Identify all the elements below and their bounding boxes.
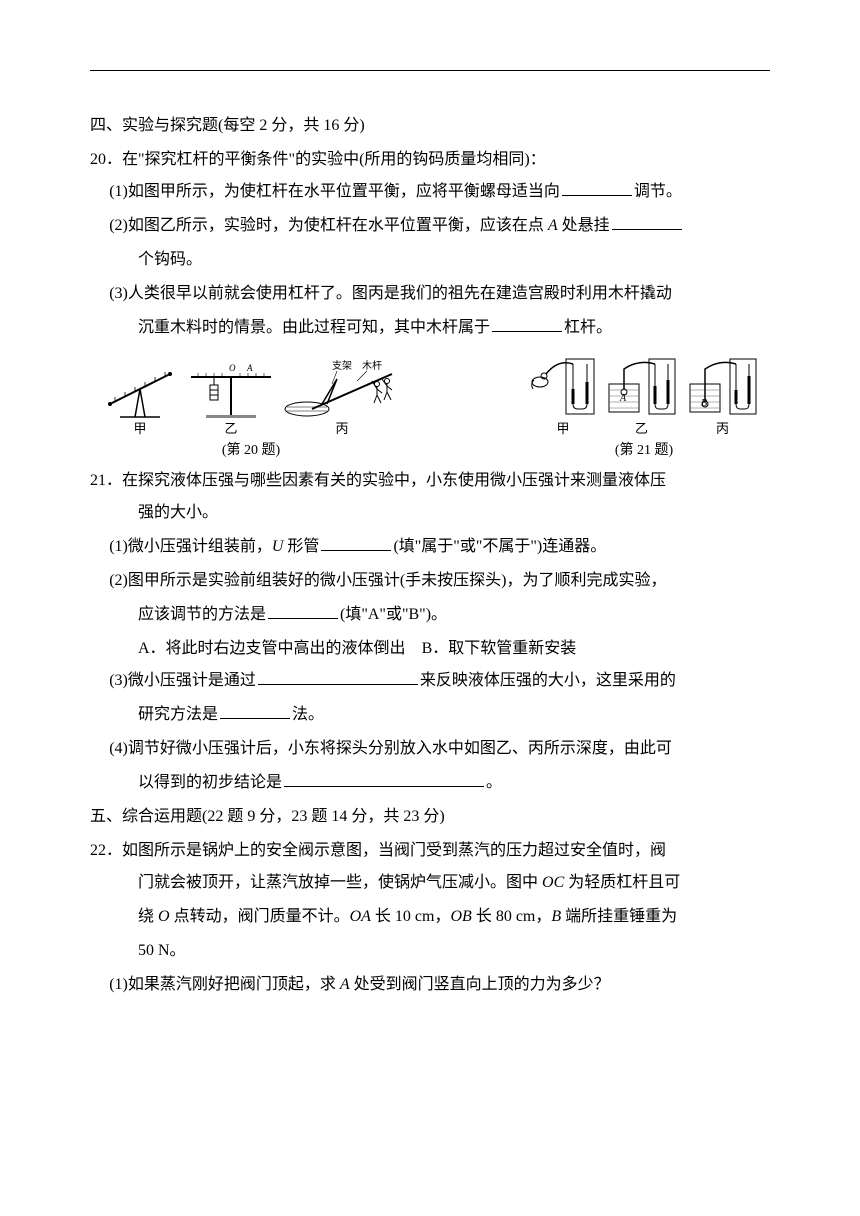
q21-p1a: (1)微小压强计组装前， bbox=[109, 538, 272, 555]
q22-line4: 50 N。 bbox=[90, 935, 770, 967]
q20-fig-bing: 支架 木杆 bbox=[282, 359, 402, 437]
blank-fill bbox=[258, 668, 418, 686]
fig-label-jia: 甲 bbox=[133, 421, 146, 437]
q20-p2-text-a: (2)如图乙所示，实验时，为使杠杆在水平位置平衡，应该在点 bbox=[109, 217, 548, 234]
fig-label-bing2: 丙 bbox=[716, 421, 729, 437]
letters-oa: OA bbox=[350, 908, 371, 925]
q21-p1b: 形管 bbox=[283, 538, 319, 555]
section-5-heading: 五、综合运用题(22 题 9 分，23 题 14 分，共 23 分) bbox=[90, 801, 770, 833]
q20-part1: (1)如图甲所示，为使杠杆在水平位置平衡，应将平衡螺母适当向 调节。 bbox=[90, 176, 770, 208]
q22-p1b: 处受到阀门竖直向上顶的力为多少？ bbox=[350, 976, 610, 993]
q21-part2: (2)图甲所示是实验前组装好的微小压强计(手未按压探头)，为了顺利完成实验， bbox=[90, 565, 770, 597]
q21-options: A．将此时右边支管中高出的液体倒出 B．取下软管重新安装 bbox=[90, 633, 770, 665]
q22-p1a: (1)如果蒸汽刚好把阀门顶起，求 bbox=[109, 976, 340, 993]
blank-fill bbox=[492, 314, 562, 332]
blank-fill bbox=[612, 212, 682, 230]
q21-p2b: 应该调节的方法是 bbox=[138, 606, 266, 623]
q21-figure-set: 甲 A 乙 bbox=[528, 354, 760, 437]
fig-label-yi: 乙 bbox=[224, 421, 237, 437]
label-mugan: 木杆 bbox=[362, 360, 382, 372]
letter-b: B bbox=[551, 908, 561, 925]
question-20: 20．在"探究杠杆的平衡条件"的实验中(所用的钩码质量均相同)： (1)如图甲所… bbox=[90, 144, 770, 344]
q21-figure-group: 甲 A 乙 bbox=[528, 354, 760, 459]
q20-fig-yi: O A 乙 bbox=[186, 359, 276, 437]
label-zhijia: 支架 bbox=[332, 360, 352, 372]
q21-part4: (4)调节好微小压强计后，小东将探头分别放入水中如图乙、丙所示深度，由此可 bbox=[90, 733, 770, 765]
q22-line3: 绕 O 点转动，阀门质量不计。OA 长 10 cm，OB 长 80 cm，B 端… bbox=[90, 901, 770, 933]
question-21: 21．在探究液体压强与哪些因素有关的实验中，小东使用微小压强计来测量液体压 强的… bbox=[90, 465, 770, 799]
q22-l2a: 门就会被顶开，让蒸汽放掉一些，使锅炉气压减小。图中 bbox=[138, 874, 542, 891]
document-content: 四、实验与探究题(每空 2 分，共 16 分) 20．在"探究杠杆的平衡条件"的… bbox=[90, 110, 770, 1001]
q21-fig-yi: A 乙 bbox=[604, 354, 679, 437]
section-4-heading: 四、实验与探究题(每空 2 分，共 16 分) bbox=[90, 110, 770, 142]
q22-l3c: 长 10 cm， bbox=[371, 908, 451, 925]
blank-fill bbox=[562, 178, 632, 196]
blank-fill bbox=[321, 534, 391, 552]
q21-optB: B．取下软管重新安装 bbox=[422, 640, 577, 657]
q22-l3e: 端所挂重锤重为 bbox=[561, 908, 677, 925]
letters-ob: OB bbox=[450, 908, 471, 925]
q22-l2b: 为轻质杠杆且可 bbox=[564, 874, 680, 891]
q21-part1: (1)微小压强计组装前，U 形管 (填"属于"或"不属于")连通器。 bbox=[90, 531, 770, 563]
label-a: A bbox=[246, 363, 253, 373]
fig-label-bing: 丙 bbox=[335, 421, 348, 437]
q21-fig-bing: B 丙 bbox=[685, 354, 760, 437]
q20-fig-jia: 甲 bbox=[100, 359, 180, 437]
q20-p1-text-a: (1)如图甲所示，为使杠杆在水平位置平衡，应将平衡螺母适当向 bbox=[109, 183, 560, 200]
q20-figure-set: 甲 O A bbox=[100, 359, 402, 437]
fig-label-yi2: 乙 bbox=[635, 421, 648, 437]
q22-part1: (1)如果蒸汽刚好把阀门顶起，求 A 处受到阀门竖直向上顶的力为多少？ bbox=[90, 969, 770, 1001]
blank-fill bbox=[284, 770, 484, 788]
q20-p3-line2: 沉重木料时的情景。由此过程可知，其中木杆属于 杠杆。 bbox=[90, 312, 770, 344]
horizontal-rule bbox=[90, 70, 770, 71]
q20-p3-text-b: 沉重木料时的情景。由此过程可知，其中木杆属于 bbox=[138, 319, 490, 336]
blank-fill bbox=[268, 602, 338, 620]
q21-p3b: 来反映液体压强的大小，这里采用的 bbox=[420, 672, 676, 689]
q20-caption: (第 20 题) bbox=[222, 443, 280, 460]
q21-main: 21．在探究液体压强与哪些因素有关的实验中，小东使用微小压强计来测量液体压 bbox=[90, 465, 770, 497]
letter-o: O bbox=[158, 908, 170, 925]
q22-main: 22．如图所示是锅炉上的安全阀示意图，当阀门受到蒸汽的压力超过安全值时，阀 bbox=[90, 835, 770, 867]
q20-p2-text-a2: 处悬挂 bbox=[558, 217, 610, 234]
q22-l3b: 点转动，阀门质量不计。 bbox=[170, 908, 350, 925]
blank-fill bbox=[220, 702, 290, 720]
q20-main: 20．在"探究杠杆的平衡条件"的实验中(所用的钩码质量均相同)： bbox=[90, 144, 770, 176]
q21-part3: (3)微小压强计是通过 来反映液体压强的大小，这里采用的 bbox=[90, 665, 770, 697]
q20-figure-group: 甲 O A bbox=[100, 359, 402, 459]
letter-a-italic: A bbox=[548, 217, 558, 234]
q21-p1c: (填"属于"或"不属于")连通器。 bbox=[393, 538, 606, 555]
q21-p3a: (3)微小压强计是通过 bbox=[109, 672, 256, 689]
letters-oc: OC bbox=[542, 874, 564, 891]
q21-p3c: 研究方法是 bbox=[138, 706, 218, 723]
letter-a2: A bbox=[340, 976, 350, 993]
q21-p3-line2: 研究方法是 法。 bbox=[90, 699, 770, 731]
q22-l3a: 绕 bbox=[138, 908, 158, 925]
label-o: O bbox=[229, 363, 236, 373]
q20-p3-text-c: 杠杆。 bbox=[564, 319, 612, 336]
q21-caption: (第 21 题) bbox=[615, 443, 673, 460]
q21-optA: A．将此时右边支管中高出的液体倒出 bbox=[138, 640, 406, 657]
q21-p4c: 。 bbox=[486, 774, 502, 791]
q20-part2: (2)如图乙所示，实验时，为使杠杆在水平位置平衡，应该在点 A 处悬挂 bbox=[90, 210, 770, 242]
q21-p4-line2: 以得到的初步结论是 。 bbox=[90, 767, 770, 799]
figures-row: 甲 O A bbox=[90, 354, 770, 459]
q21-fig-jia: 甲 bbox=[528, 354, 598, 437]
q21-main-line2: 强的大小。 bbox=[90, 497, 770, 529]
fig-label-jia2: 甲 bbox=[556, 421, 569, 437]
q21-p2-line2: 应该调节的方法是 (填"A"或"B")。 bbox=[90, 599, 770, 631]
q22-l3d: 长 80 cm， bbox=[472, 908, 552, 925]
letter-u-italic: U bbox=[272, 538, 284, 555]
q22-line2: 门就会被顶开，让蒸汽放掉一些，使锅炉气压减小。图中 OC 为轻质杠杆且可 bbox=[90, 867, 770, 899]
q20-p2-line2: 个钩码。 bbox=[90, 244, 770, 276]
q21-p3d: 法。 bbox=[292, 706, 324, 723]
q21-p4b: 以得到的初步结论是 bbox=[138, 774, 282, 791]
question-22: 22．如图所示是锅炉上的安全阀示意图，当阀门受到蒸汽的压力超过安全值时，阀 门就… bbox=[90, 835, 770, 1001]
q20-part3: (3)人类很早以前就会使用杠杆了。图丙是我们的祖先在建造宫殿时利用木杆撬动 bbox=[90, 278, 770, 310]
q21-p2c: (填"A"或"B")。 bbox=[340, 606, 447, 623]
q20-p1-text-b: 调节。 bbox=[634, 183, 682, 200]
